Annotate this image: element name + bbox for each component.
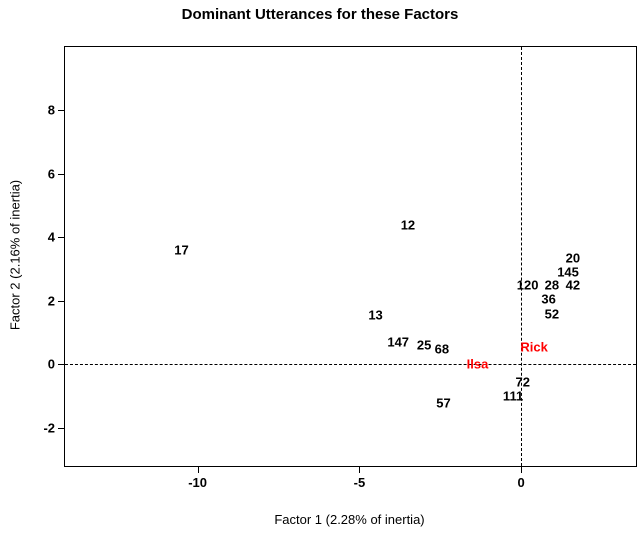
data-point-label: 52	[544, 306, 560, 322]
data-point-label: 28	[544, 277, 560, 293]
data-point-label: 147	[387, 334, 410, 350]
x-axis-tick-label: -10	[188, 475, 208, 490]
data-point-label: 72	[515, 374, 530, 390]
x-axis-tick-label: -5	[353, 475, 366, 490]
data-point-label: 145	[557, 264, 579, 280]
data-point-label: 25	[416, 337, 432, 353]
y-axis-tick-label: 0	[47, 356, 55, 372]
y-axis-tick-label: 4	[47, 229, 55, 245]
x-axis-tick-label: 0	[517, 475, 525, 490]
y-axis-tick	[58, 427, 64, 429]
data-point-label: 20	[565, 250, 581, 266]
x-axis-tick	[359, 467, 361, 473]
y-axis-tick	[58, 237, 64, 239]
y-axis-tick-label: 2	[47, 293, 55, 309]
x-axis-tick	[197, 467, 199, 473]
zero-line-vertical	[521, 47, 523, 466]
data-point-label: 68	[434, 341, 450, 357]
plot-area: -10 -5 0 -2 0 2 4 6 8 17 12 13 147 25 68 57 Ilsa Rick 72 11…	[43, 46, 637, 489]
x-axis-tick	[521, 467, 523, 473]
y-axis-tick-label: -2	[43, 420, 55, 436]
y-axis-tick	[58, 110, 64, 112]
y-axis-label: Factor 2 (2.16% of inertia)	[7, 179, 23, 331]
y-axis-tick-label: 6	[47, 166, 55, 182]
zero-line-horizontal	[65, 364, 636, 366]
data-point-label: 12	[400, 217, 416, 233]
y-axis-tick	[58, 364, 64, 366]
data-point-label: Ilsa	[466, 356, 489, 372]
data-point-label: 111	[502, 388, 524, 404]
x-axis-label: Factor 1 (2.28% of inertia)	[274, 512, 425, 527]
y-axis-tick	[58, 173, 64, 175]
data-point-label: 42	[565, 277, 581, 293]
data-point-label: 57	[436, 395, 451, 410]
data-point-label: 17	[174, 242, 189, 258]
data-point-label: Rick	[520, 339, 548, 355]
chart-title: Dominant Utterances for these Factors	[181, 6, 459, 23]
data-point-label: 36	[541, 291, 556, 307]
y-axis-tick	[58, 300, 64, 302]
data-point-label: 120	[516, 277, 539, 293]
data-point-label: 13	[368, 307, 383, 323]
y-axis-tick-label: 8	[47, 102, 55, 118]
